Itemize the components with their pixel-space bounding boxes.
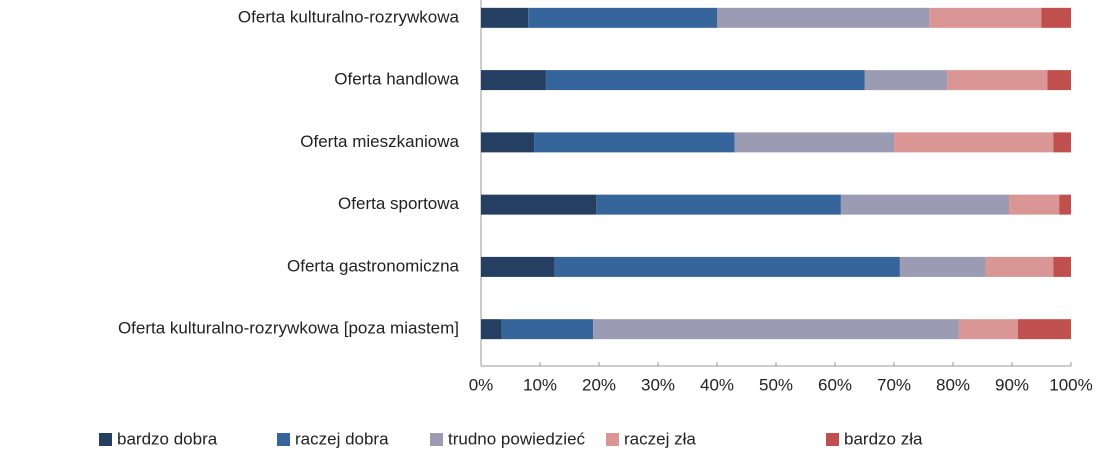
legend-swatch: [99, 433, 112, 446]
x-tick-label: 80%: [936, 375, 970, 394]
bar-segment: [985, 256, 1054, 277]
legend-label: trudno powiedzieć: [448, 429, 586, 448]
bar-segment: [596, 194, 841, 215]
bar-segment: [1017, 319, 1071, 340]
legend-label: bardzo zła: [844, 429, 923, 448]
x-tick-label: 50%: [759, 375, 793, 394]
bar-segment: [899, 256, 986, 277]
bar-segment: [545, 70, 865, 91]
x-tick-label: 90%: [995, 375, 1029, 394]
legend-swatch: [606, 433, 619, 446]
legend-swatch: [826, 433, 839, 446]
y-tick-label: Oferta handlowa: [334, 70, 459, 89]
bar-segment: [1059, 194, 1071, 215]
bar-segment: [1009, 194, 1060, 215]
bar-segment: [864, 70, 948, 91]
x-tick-label: 60%: [818, 375, 852, 394]
legend-swatch: [430, 433, 443, 446]
bar-segment: [481, 319, 502, 340]
y-tick-label: Oferta mieszkaniowa: [300, 132, 459, 151]
x-tick-label: 10%: [523, 375, 557, 394]
legend-label: raczej dobra: [295, 429, 389, 448]
bar-segment: [1041, 7, 1071, 28]
x-tick-label: 0%: [469, 375, 494, 394]
legend-swatch: [277, 433, 290, 446]
bar-segment: [481, 132, 535, 153]
bar-segment: [734, 132, 894, 153]
bar-segment: [958, 319, 1018, 340]
bar-segment: [1053, 132, 1071, 153]
bar-segment: [554, 256, 900, 277]
x-tick-label: 40%: [700, 375, 734, 394]
bar-segment: [528, 7, 717, 28]
bar-segment: [840, 194, 1010, 215]
y-tick-label: Oferta kulturalno-rozrywkowa [poza miast…: [118, 319, 459, 338]
bar-segment: [1047, 70, 1071, 91]
bar-segment: [481, 194, 597, 215]
bar-segment: [593, 319, 959, 340]
y-tick-label: Oferta kulturalno-rozrywkowa: [238, 7, 460, 26]
x-tick-label: 20%: [582, 375, 616, 394]
x-tick-label: 70%: [877, 375, 911, 394]
bar-segment: [894, 132, 1054, 153]
bar-segment: [501, 319, 594, 340]
y-tick-label: Oferta gastronomiczna: [287, 256, 460, 275]
bar-segment: [947, 70, 1048, 91]
legend-label: bardzo dobra: [117, 429, 218, 448]
bar-segment: [481, 70, 546, 91]
bar-segment: [534, 132, 735, 153]
x-tick-label: 100%: [1049, 375, 1092, 394]
bar-segment: [1053, 256, 1071, 277]
legend-label: raczej zła: [624, 429, 696, 448]
bar-segment: [717, 7, 930, 28]
y-tick-label: Oferta sportowa: [338, 194, 459, 213]
bar-segment: [481, 256, 555, 277]
bar-segment: [481, 7, 529, 28]
bar-segment: [929, 7, 1042, 28]
x-tick-label: 30%: [641, 375, 675, 394]
